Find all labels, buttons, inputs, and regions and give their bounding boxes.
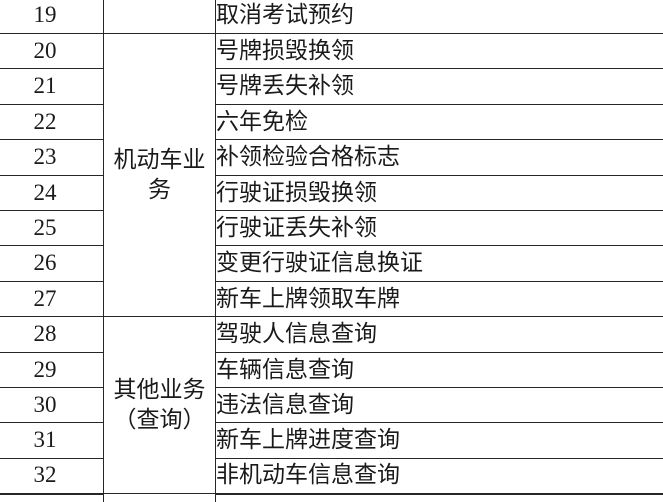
table-row: 25 行驶证丢失补领 <box>0 209 663 247</box>
row-number: 24 <box>0 174 104 211</box>
table-row: 28 其他业务（查询） 驾驶人信息查询 <box>0 316 663 495</box>
service-name: 变更行驶证信息换证 <box>215 245 663 282</box>
table-row: 24 行驶证损毁换领 <box>0 174 663 211</box>
table-row: 29 车辆信息查询 <box>0 351 663 388</box>
service-name: 非机动车信息查询 <box>215 457 663 495</box>
table-row: 32 非机动车信息查询 <box>0 457 663 495</box>
row-number: 31 <box>0 422 104 459</box>
row-number: 27 <box>0 280 104 318</box>
row-number: 29 <box>0 351 104 388</box>
row-number: 21 <box>0 68 104 105</box>
service-name: 行驶证丢失补领 <box>215 209 663 247</box>
partial-cell <box>103 493 216 502</box>
row-number: 26 <box>0 245 104 282</box>
row-number: 20 <box>0 32 104 70</box>
partial-cell <box>0 493 104 502</box>
category-cell-empty <box>103 0 216 34</box>
table-row: 30 违法信息查询 <box>0 386 663 424</box>
table-row: 27 新车上牌领取车牌 <box>0 280 663 318</box>
table-row: 19 取消考试预约 <box>0 0 663 34</box>
service-name: 取消考试预约 <box>215 0 663 34</box>
row-number: 23 <box>0 139 104 176</box>
partial-row <box>0 493 663 502</box>
partial-cell <box>215 493 663 502</box>
row-number: 28 <box>0 316 104 353</box>
service-name: 新车上牌领取车牌 <box>215 280 663 318</box>
table-row: 23 补领检验合格标志 <box>0 139 663 176</box>
row-number: 32 <box>0 457 104 495</box>
service-name: 违法信息查询 <box>215 386 663 424</box>
service-name: 六年免检 <box>215 103 663 141</box>
table-row: 31 新车上牌进度查询 <box>0 422 663 459</box>
category-cell-motor-vehicle: 机动车业务 <box>103 32 216 318</box>
table-row: 26 变更行驶证信息换证 <box>0 245 663 282</box>
row-number: 22 <box>0 103 104 141</box>
service-name: 新车上牌进度查询 <box>215 422 663 459</box>
row-number: 30 <box>0 386 104 424</box>
service-name: 号牌丢失补领 <box>215 68 663 105</box>
service-name: 车辆信息查询 <box>215 351 663 388</box>
service-name: 行驶证损毁换领 <box>215 174 663 211</box>
row-number: 25 <box>0 209 104 247</box>
row-number: 19 <box>0 0 104 34</box>
service-name: 号牌损毁换领 <box>215 32 663 70</box>
service-name: 驾驶人信息查询 <box>215 316 663 353</box>
table-row: 21 号牌丢失补领 <box>0 68 663 105</box>
table-row: 22 六年免检 <box>0 103 663 141</box>
category-cell-other-query: 其他业务（查询） <box>103 316 216 495</box>
table-row: 20 机动车业务 号牌损毁换领 <box>0 32 663 318</box>
service-name: 补领检验合格标志 <box>215 139 663 176</box>
